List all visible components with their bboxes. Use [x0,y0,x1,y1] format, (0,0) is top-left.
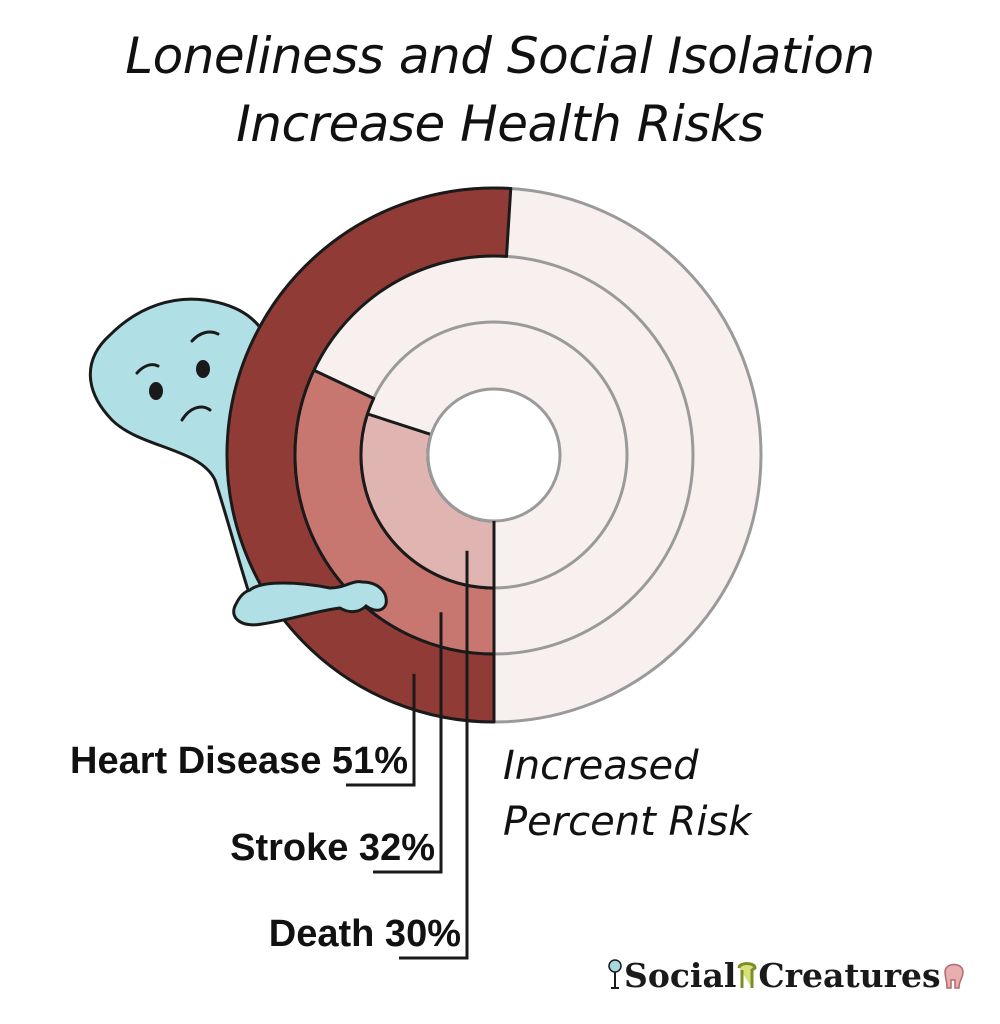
brand-figure-icon [943,963,964,989]
leader-lines [346,550,469,960]
data-label-stroke: Stroke 32% [230,827,435,869]
mascot-eyebrow-right [190,330,220,343]
data-label-heart-disease: Heart Disease 51% [70,740,408,782]
brand-figure-icon [737,962,757,988]
chart-title: Loneliness and Social Isolation Increase… [0,22,1000,158]
mascot-eyebrow-left [135,363,160,375]
leader-line-stroke [373,612,443,874]
mascot-mouth [180,405,212,422]
brand-logo: Social Creatures [606,950,986,1000]
mascot-eye-right [196,360,210,378]
leader-line-heart-disease [346,673,416,787]
chart-rings [225,186,763,724]
brand-word-social: Social [624,955,737,995]
chart-title-line-2: Increase Health Risks [236,95,764,153]
axis-note-line-1: Increased [503,743,699,789]
brand-word-creatures: Creatures [758,955,941,995]
mascot-eye-left [149,382,163,400]
brand-figure-icon [608,959,622,989]
leader-line-death [399,550,469,960]
axis-note-line-2: Percent Risk [503,799,752,845]
mascot-arm [232,580,388,627]
chart-center [426,387,562,523]
data-labels: Heart Disease 51% Stroke 32% Death 30% [70,740,461,955]
axis-note: Increased Percent Risk [503,738,751,850]
chart-title-line-1: Loneliness and Social Isolation [125,27,875,85]
data-label-death: Death 30% [269,913,461,955]
